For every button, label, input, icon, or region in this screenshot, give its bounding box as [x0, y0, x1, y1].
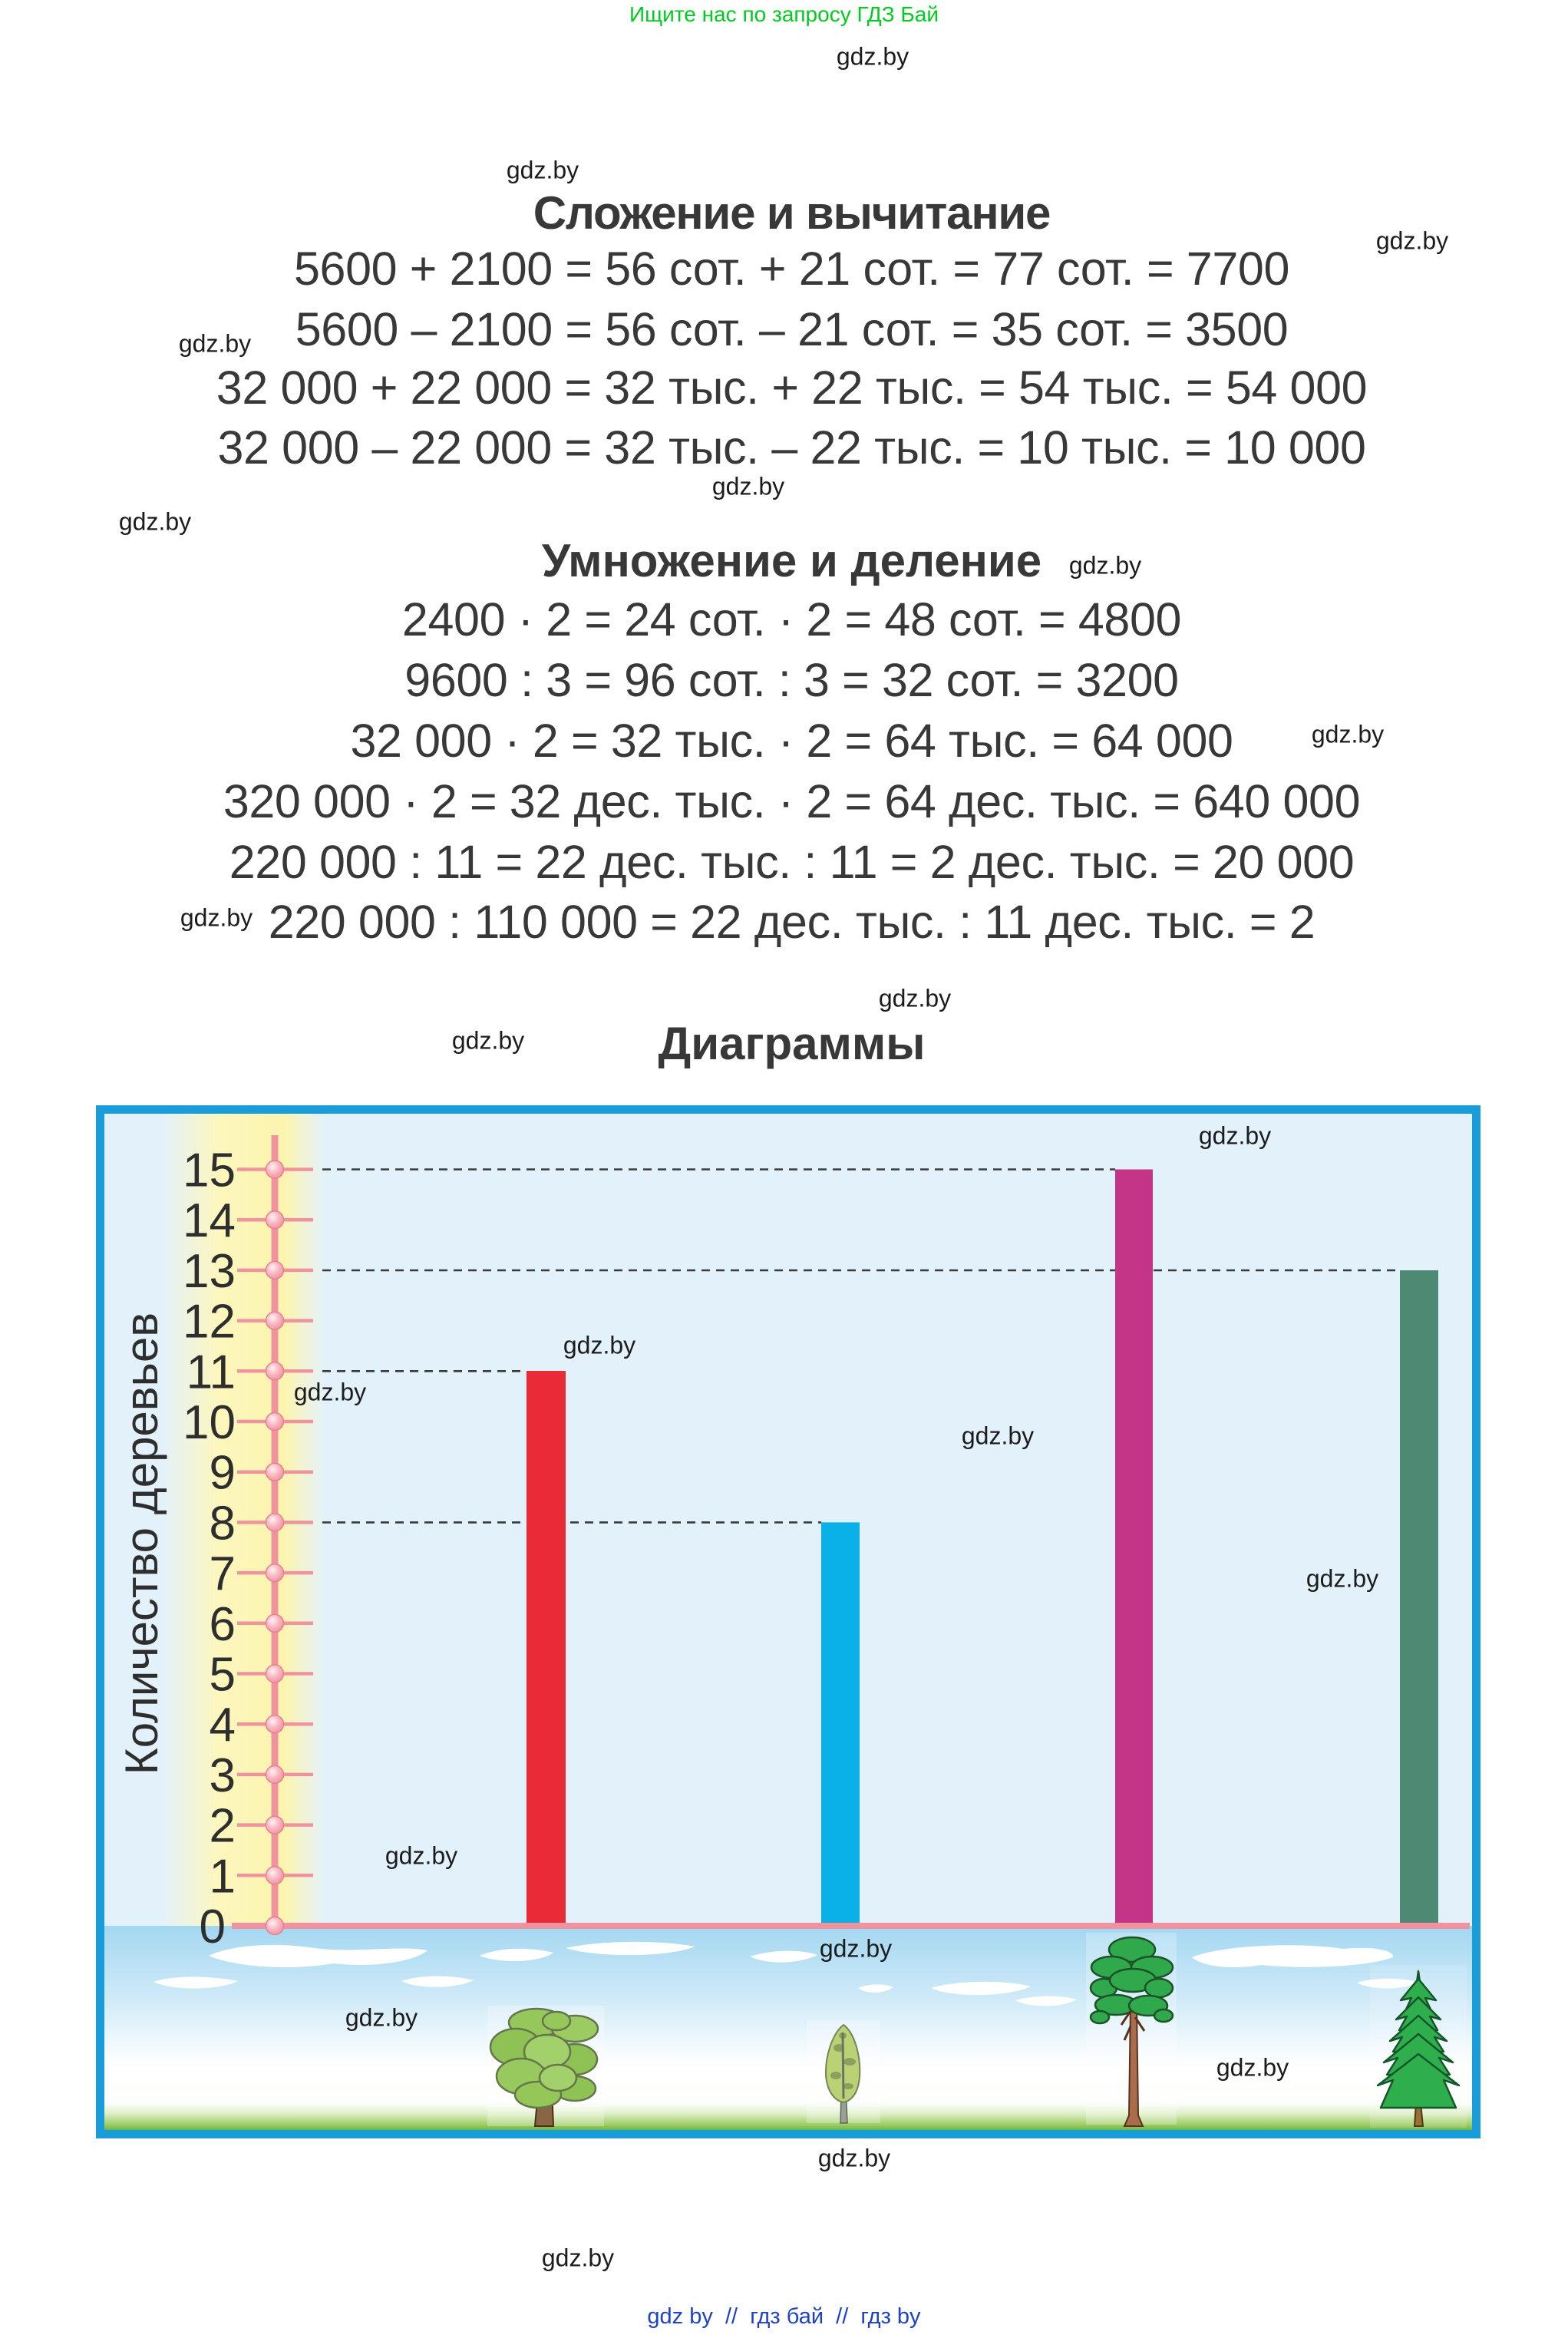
svg-text:4: 4	[210, 1699, 236, 1752]
svg-text:7: 7	[210, 1547, 236, 1600]
svg-text:9: 9	[210, 1447, 236, 1500]
svg-text:10: 10	[183, 1396, 236, 1449]
svg-text:11: 11	[187, 1346, 236, 1399]
svg-text:1: 1	[210, 1850, 236, 1903]
svg-text:5: 5	[210, 1649, 236, 1702]
svg-text:8: 8	[210, 1497, 236, 1550]
svg-text:14: 14	[183, 1194, 236, 1247]
svg-text:12: 12	[183, 1296, 236, 1349]
svg-text:15: 15	[183, 1144, 236, 1197]
svg-text:2: 2	[210, 1800, 236, 1853]
svg-text:13: 13	[183, 1245, 236, 1298]
svg-text:3: 3	[210, 1749, 236, 1802]
svg-text:6: 6	[210, 1598, 236, 1651]
svg-text:0: 0	[200, 1900, 226, 1953]
svg-text:Количество деревьев: Количество деревьев	[116, 1313, 167, 1775]
